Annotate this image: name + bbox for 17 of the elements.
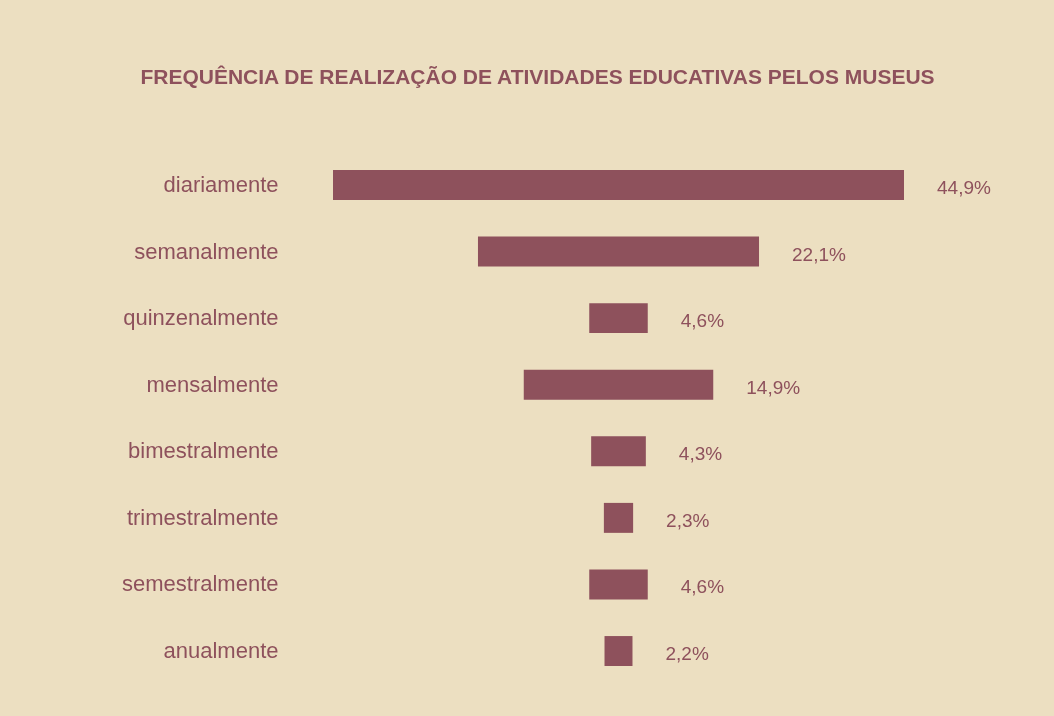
category-label: diariamente (163, 171, 279, 197)
category-label: bimestralmente (128, 438, 279, 464)
category-label: semestralmente (121, 571, 279, 597)
data-label: 14,9% (746, 376, 801, 398)
data-label: 22,1% (792, 243, 846, 265)
category-label: trimestralmente (126, 504, 279, 530)
data-label: 2,2% (665, 643, 709, 665)
data-label: 4,6% (680, 310, 725, 332)
data-label: 4,6% (680, 576, 725, 598)
category-label: mensalmente (146, 371, 279, 397)
data-label: 2,3% (666, 509, 710, 531)
category-label: quinzenalmente (123, 305, 279, 331)
text: FREQUÊNCIA DE REALIZAÇÃO DE ATIVIDADES EDUCATIVAS PELOS MUSEUS (140, 65, 935, 88)
category-label: semanalmente (134, 238, 279, 264)
category-label: anualmente (163, 638, 279, 664)
data-label: 4,3% (678, 443, 723, 465)
data-label: 44,9% (937, 176, 991, 198)
